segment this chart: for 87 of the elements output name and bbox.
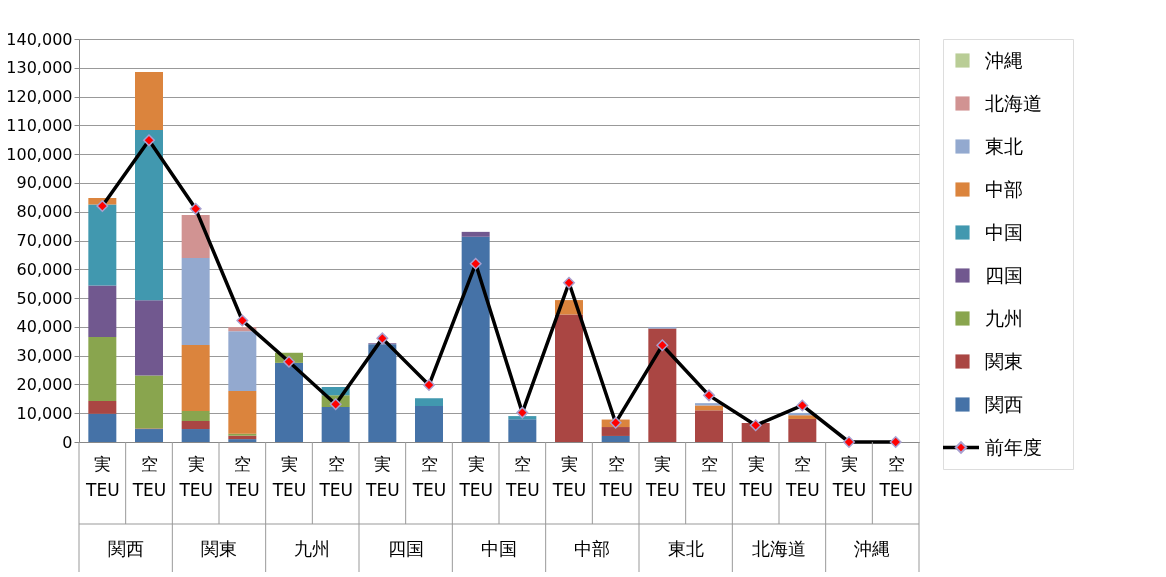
x-tick-label: 実 TEU [551, 453, 587, 500]
bar [135, 375, 163, 429]
x-tick-label: 実 TEU [831, 453, 867, 500]
y-tick-label: 70,000 [16, 231, 73, 250]
x-tick-label: 空 TEU [411, 453, 447, 500]
legend-label: 九州 [985, 306, 1023, 329]
bar [461, 231, 490, 237]
bar [321, 406, 350, 442]
bar [88, 204, 117, 286]
bar [275, 362, 303, 442]
y-tick-label: 50,000 [16, 288, 73, 308]
bar [181, 410, 210, 421]
legend-label: 北海道 [985, 91, 1042, 114]
x-tick-label: 実 TEU [738, 453, 773, 500]
bar [135, 429, 163, 442]
bar [695, 405, 723, 411]
legend-label: 関東 [985, 349, 1023, 372]
legend-label: 前年度 [985, 435, 1042, 458]
bar [135, 72, 163, 130]
x-tick-label: 空 TEU [131, 453, 167, 500]
text: 九州 [294, 538, 331, 559]
bar [228, 391, 257, 434]
bar [368, 344, 397, 442]
bar [555, 314, 583, 442]
y-tick-label: 40,000 [16, 317, 73, 337]
x-tick-label: 実 TEU [178, 453, 213, 500]
bar [88, 413, 117, 442]
y-tick-label: 80,000 [16, 202, 73, 222]
x-tick-label: 空 TEU [225, 453, 260, 500]
x-tick-label: 実 TEU [365, 453, 400, 500]
x-tick-label: 空 TEU [878, 453, 913, 500]
bar [181, 420, 210, 430]
x-tick-label: 空 TEU [598, 453, 633, 500]
x-tick-label: 空 TEU [691, 453, 727, 500]
legend-label: 沖縄 [985, 48, 1023, 71]
bar [181, 344, 210, 411]
bar [788, 418, 817, 442]
bar [88, 401, 117, 414]
bar [228, 439, 257, 442]
bar [88, 285, 117, 337]
text: 沖縄 [854, 538, 891, 559]
x-tick-label: 実 TEU [645, 453, 680, 500]
text: 北海道 [752, 538, 806, 559]
y-tick-label: 60,000 [16, 259, 73, 279]
bar [508, 419, 537, 442]
bar [228, 433, 257, 436]
text: 中部 [574, 538, 611, 559]
text: 関東 [201, 538, 237, 559]
legend-label: 東北 [985, 134, 1023, 157]
x-tick-label: 空 TEU [318, 453, 353, 500]
x-tick-label: 空 TEU [785, 453, 820, 500]
x-tick-label: 実 TEU [458, 453, 493, 500]
x-tick-label: 実 TEU [271, 453, 307, 500]
y-tick-label: 110,000 [6, 115, 73, 135]
bar [181, 258, 210, 345]
legend-label: 関西 [985, 392, 1023, 415]
text: 東北 [667, 538, 704, 559]
y-tick-label: 30,000 [16, 346, 73, 366]
y-tick-label: 120,000 [6, 87, 73, 107]
x-tick-label: 実 TEU [85, 453, 120, 500]
bar [415, 398, 443, 407]
bar [181, 214, 210, 259]
text: 中国 [481, 538, 517, 559]
bar [601, 427, 630, 436]
text: 関西 [107, 538, 144, 559]
bar [648, 328, 677, 442]
x-tick-label: 空 TEU [505, 453, 540, 500]
bar [135, 300, 163, 376]
y-tick-label: 130,000 [6, 58, 73, 78]
bar [695, 410, 723, 442]
y-tick-label: 0 [62, 432, 73, 452]
y-tick-label: 20,000 [16, 374, 73, 394]
y-tick-label: 100,000 [6, 144, 73, 164]
legend-label: 中国 [985, 220, 1023, 243]
y-tick-label: 90,000 [16, 173, 73, 193]
legend-label: 中部 [985, 177, 1023, 200]
y-tick-label: 10,000 [16, 403, 73, 423]
bar [461, 236, 490, 442]
bar [601, 435, 630, 442]
bar [228, 331, 257, 392]
bar [181, 429, 210, 442]
bar [88, 336, 117, 402]
bar [415, 406, 443, 442]
legend-label: 四国 [985, 263, 1023, 286]
bar [135, 129, 163, 301]
text: 四国 [387, 538, 424, 559]
y-tick-label: 140,000 [6, 29, 73, 49]
